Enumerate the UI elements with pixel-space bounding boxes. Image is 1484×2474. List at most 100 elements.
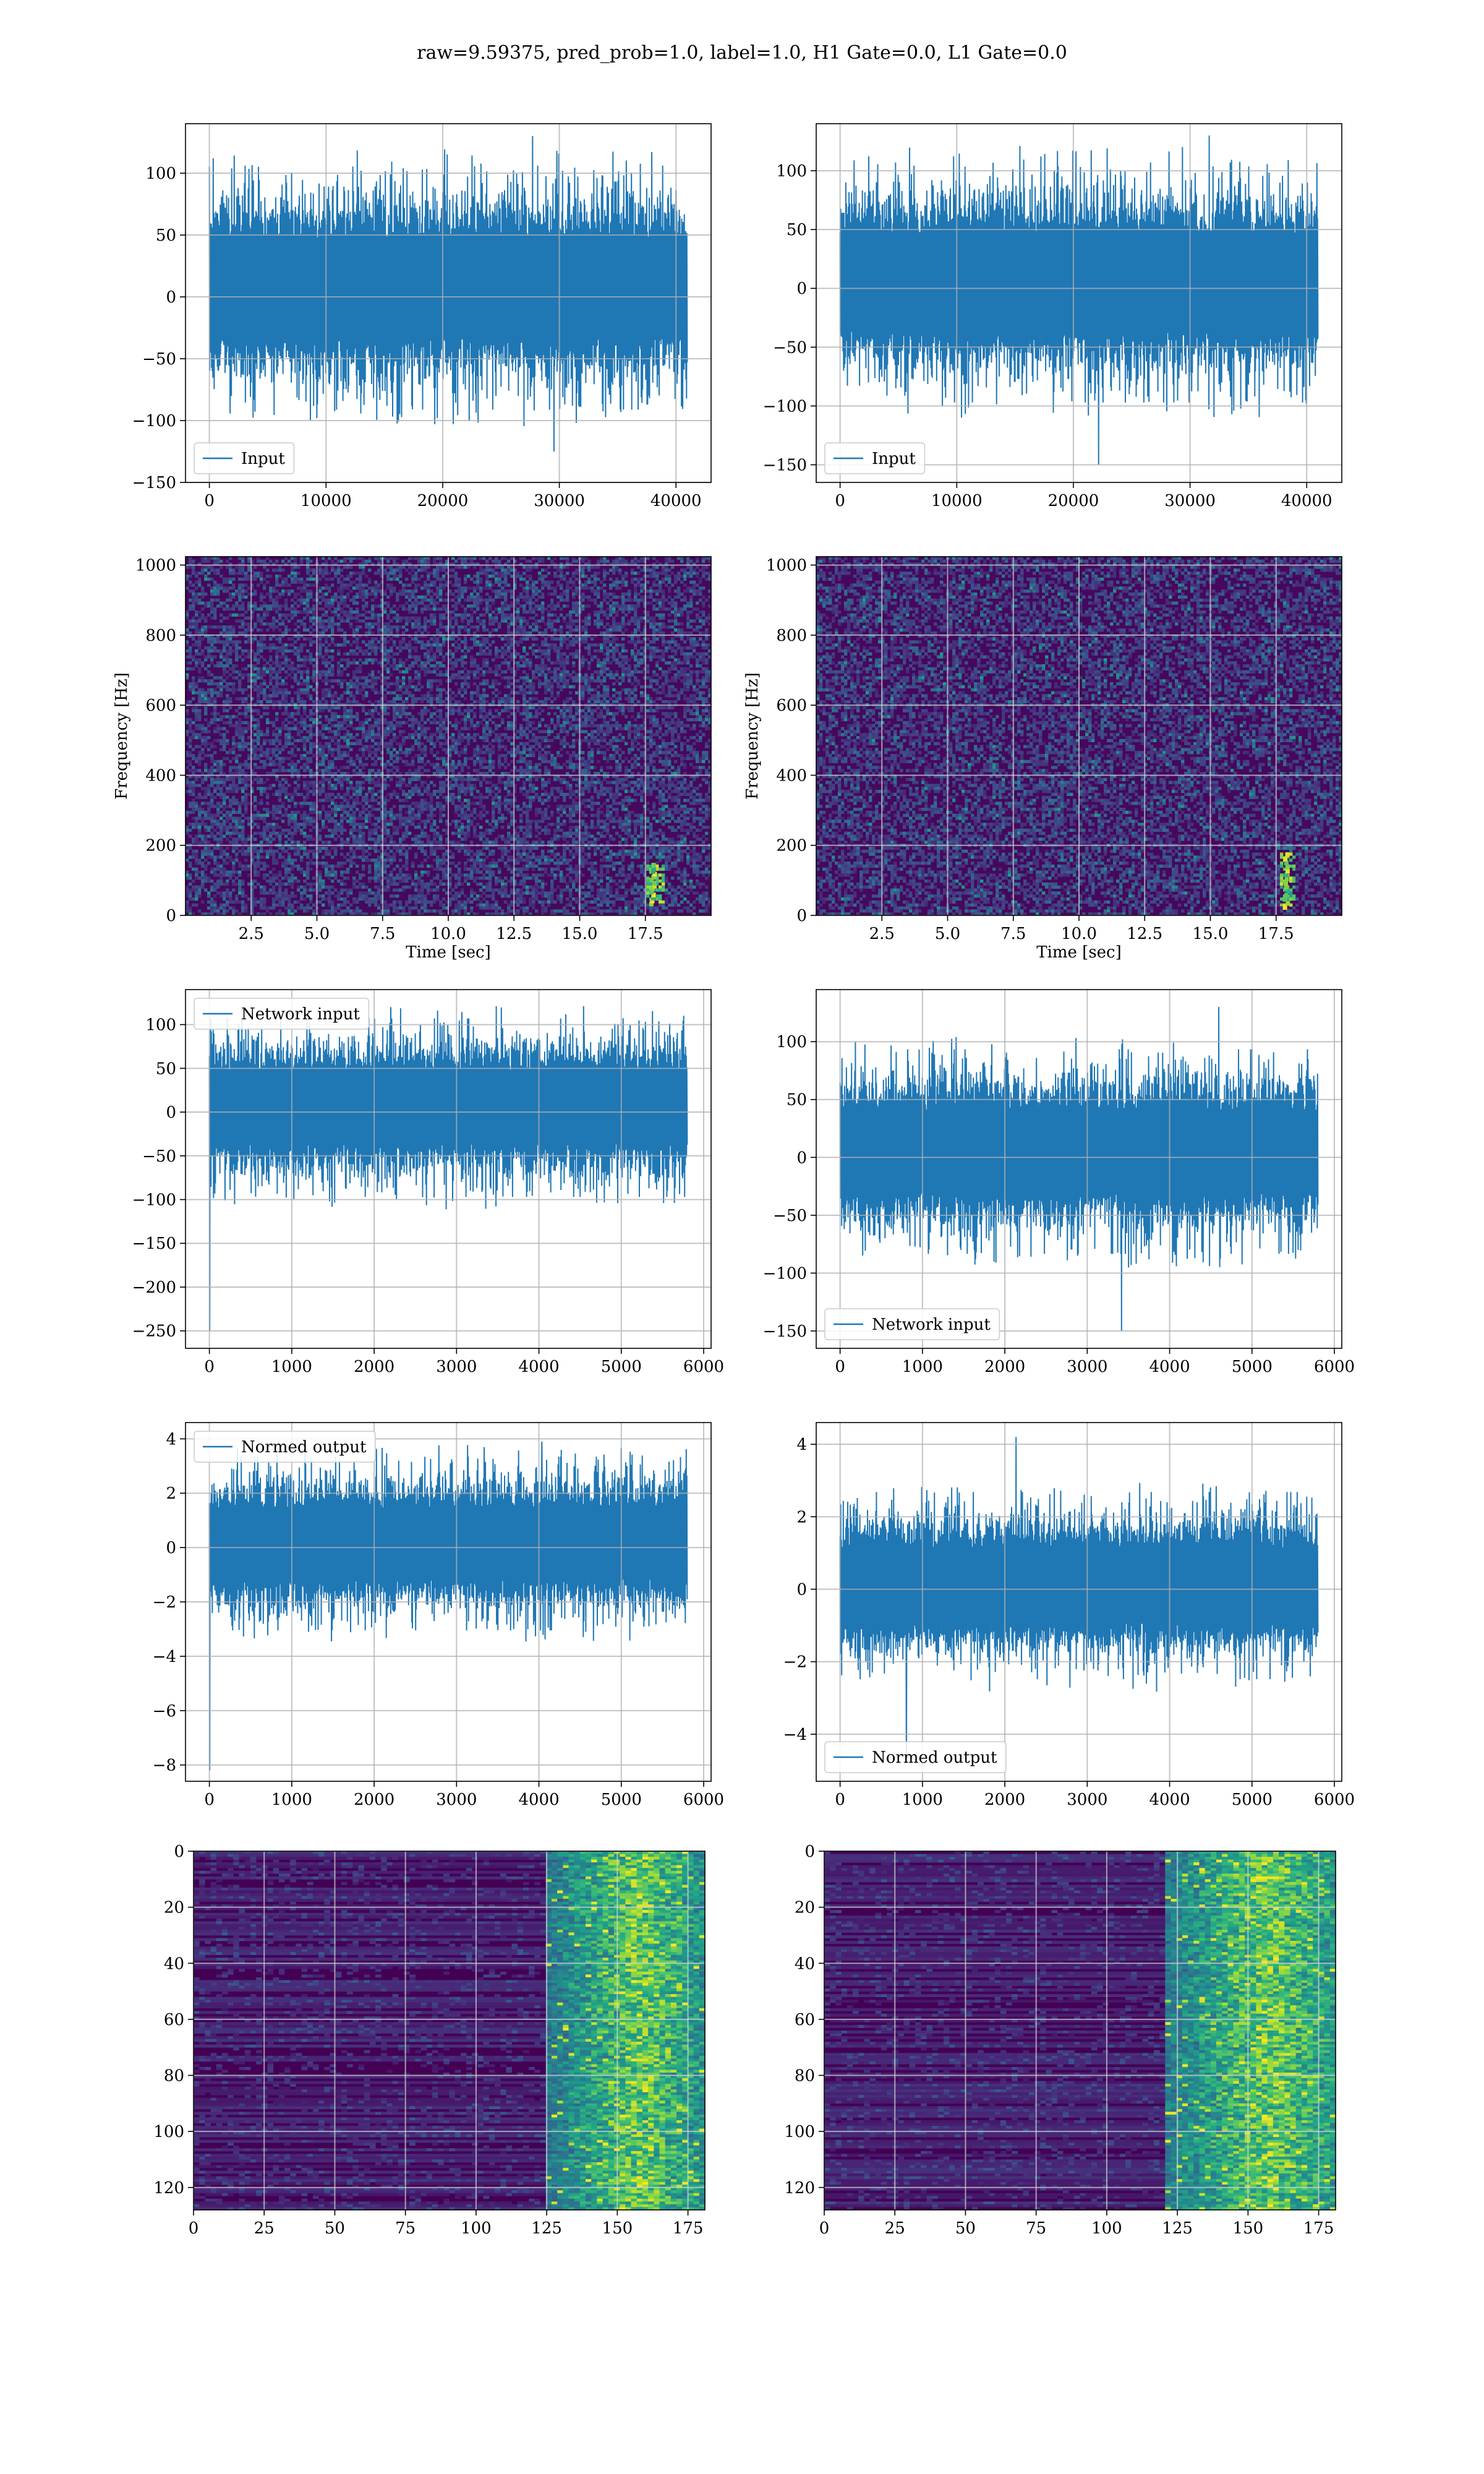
l1-normed-output-xtick-label-1: 1000	[902, 1791, 943, 1809]
l1-normed-output-ytick-label-1: −2	[783, 1653, 807, 1672]
l1-feature-map-cells	[824, 1851, 1336, 2210]
h1-normed-output-legend-box	[194, 1431, 376, 1463]
l1-input-ytick-label-4: 50	[787, 221, 807, 239]
h1-spectrogram-xtick-label-6: 17.5	[628, 925, 663, 943]
l1-spectrogram-ytick-label-3: 600	[776, 696, 807, 715]
l1-network-input-ytick-label-2: −50	[773, 1207, 807, 1225]
l1-normed-output-xtick-label-4: 4000	[1149, 1791, 1190, 1809]
l1-spectrogram-xtick-label-3: 10.0	[1061, 925, 1097, 943]
l1-input-ytick-label-5: 100	[776, 162, 807, 181]
l1-input-ytick-label-3: 0	[796, 280, 807, 298]
l1-network-input-xtick-label-5: 5000	[1232, 1358, 1273, 1376]
l1-network-input-xtick-label-6: 6000	[1314, 1358, 1355, 1376]
h1-spectrogram-chirp-mark-13	[651, 863, 656, 868]
h1-input-ytick-label-2: −50	[142, 350, 176, 369]
h1-input-xtick-label-1: 10000	[301, 492, 352, 510]
h1-feature-map-cells	[194, 1851, 705, 2210]
h1-network-input-ytick-label-1: −200	[132, 1278, 176, 1297]
l1-input-ytick-label-0: −150	[763, 456, 807, 474]
h1-spectrogram-ytick-label-1: 200	[145, 837, 176, 855]
l1-normed-output-legend: Normed output	[824, 1741, 1007, 1773]
l1-normed-output-ytick-label-2: 0	[796, 1580, 807, 1599]
h1-spectrogram-chirp-mark-5	[650, 886, 655, 892]
l1-input-legend-box	[824, 442, 926, 474]
h1-input-axes: 0 10000 20000 30000 40000 −150 −100 −50 0 50 100 In…	[132, 123, 712, 510]
h1-spectrogram-chirp-mark-3	[651, 892, 656, 897]
l1-spectrogram-ytick-label-0: 0	[796, 907, 807, 925]
h1-normed-output-ytick-label-4: 0	[166, 1539, 176, 1557]
l1-spectrogram-ytick-label-1: 200	[776, 837, 807, 855]
l1-feature-map-xtick-label-3: 75	[1026, 2219, 1046, 2238]
h1-spectrogram-xtick-label-5: 15.0	[562, 925, 598, 943]
h1-spectrogram-xtick-label-1: 5.0	[304, 925, 330, 943]
l1-feature-map-ytick-label-6: 120	[784, 2179, 815, 2198]
h1-input-legend-label: Input	[241, 450, 285, 468]
l1-spectrogram-xtick-label-2: 7.5	[1000, 925, 1026, 943]
h1-network-input-frame	[185, 989, 712, 1349]
l1-network-input-ytick-label-5: 100	[776, 1033, 807, 1051]
h1-normed-output-xtick-label-2: 2000	[354, 1791, 394, 1809]
h1-network-input-ytick-label-0: −250	[132, 1322, 176, 1341]
h1-feature-map-frame	[193, 1851, 706, 2211]
l1-spectrogram-xtick-label-1: 5.0	[935, 925, 960, 943]
l1-feature-map-xtick-label-7: 175	[1303, 2219, 1334, 2238]
h1-network-input-xtick-label-3: 3000	[436, 1358, 477, 1376]
h1-network-input-plot-area	[208, 1006, 688, 1331]
h1-network-input-ytick-label-5: 0	[166, 1103, 176, 1122]
l1-spectrogram-xtick-label-5: 15.0	[1193, 925, 1229, 943]
l1-input-axes: 0 10000 20000 30000 40000 −150 −100 −50 0 50 100 In…	[763, 123, 1342, 510]
h1-input-frame	[185, 123, 712, 483]
h1-feature-map-ytick-label-1: 20	[164, 1899, 184, 1917]
h1-feature-map-ytick-label-4: 80	[164, 2067, 184, 2086]
l1-input-frame	[816, 123, 1342, 483]
h1-spectrogram-chirp-mark-2	[650, 895, 655, 901]
h1-feature-map-xtick-label-6: 150	[602, 2219, 633, 2238]
l1-spectrogram-ylabel: Frequency [Hz]	[743, 672, 762, 800]
l1-normed-output-legend-label: Normed output	[872, 1748, 997, 1767]
l1-normed-output-ytick-label-0: −4	[783, 1726, 807, 1744]
h1-network-input-ytick-label-6: 50	[156, 1059, 176, 1078]
l1-network-input-frame	[816, 989, 1342, 1349]
l1-network-input-ytick-label-4: 50	[787, 1091, 807, 1110]
h1-input-plot-area	[208, 135, 688, 452]
l1-feature-map-xtick-label-5: 125	[1162, 2219, 1193, 2238]
l1-normed-output-ytick-label-4: 4	[796, 1436, 807, 1454]
l1-spectrogram-chirp-mark-0	[1282, 905, 1287, 910]
h1-spectrogram-xtick-label-0: 2.5	[239, 925, 264, 943]
l1-network-input-axes: 0 1000 2000 3000 4000 5000 6000 −150 −100 −50 0 50 1…	[763, 989, 1355, 1376]
l1-spectrogram-ytick-label-5: 1000	[766, 557, 807, 575]
h1-network-input-ytick-label-2: −150	[132, 1235, 176, 1253]
h1-spectrogram-xtick-label-4: 12.5	[496, 925, 532, 943]
h1-normed-output-ytick-label-2: −4	[153, 1648, 176, 1666]
h1-feature-map-axes: 0 25 50 75 100 125 150 175 0 20 40 60 80 100 120	[153, 1843, 706, 2238]
h1-normed-output-ytick-label-1: −6	[153, 1702, 176, 1721]
l1-feature-map-ytick-label-0: 0	[804, 1843, 815, 1861]
l1-spectrogram-chirp-mark-9	[1285, 868, 1290, 874]
l1-network-input-plot-area	[839, 1007, 1319, 1331]
l1-input-legend: Input	[824, 442, 926, 474]
h1-spectrogram-chirp-mark-9	[651, 875, 656, 880]
h1-normed-output-ytick-label-6: 4	[166, 1430, 176, 1449]
l1-network-input-xtick-label-4: 4000	[1149, 1358, 1190, 1376]
l1-normed-output-frame	[816, 1422, 1342, 1782]
l1-spectrogram-chirp-mark-12	[1283, 856, 1287, 862]
h1-spectrogram-chirp-mark-10	[652, 871, 657, 877]
h1-normed-output-xtick-label-0: 0	[204, 1791, 215, 1809]
h1-feature-map-xtick-label-3: 75	[395, 2219, 416, 2238]
l1-network-input-xtick-label-0: 0	[835, 1358, 845, 1376]
l1-input-series-line	[839, 135, 1319, 465]
l1-spectrogram-xlabel: Time [sec]	[1036, 943, 1122, 962]
l1-feature-map-xtick-label-0: 0	[819, 2219, 830, 2238]
h1-spectrogram-chirp-mark-4	[649, 889, 654, 895]
l1-spectrogram-xtick-label-6: 17.5	[1258, 925, 1294, 943]
h1-network-input-ytick-label-3: −100	[132, 1191, 176, 1210]
h1-normed-output-legend: Normed output	[194, 1431, 376, 1463]
h1-feature-map-xtick-label-0: 0	[189, 2219, 199, 2238]
l1-network-input-ytick-label-3: 0	[796, 1149, 807, 1167]
l1-normed-output-xtick-label-2: 2000	[984, 1791, 1025, 1809]
h1-normed-output-plot-area	[208, 1441, 688, 1771]
h1-input-ytick-label-0: −150	[132, 474, 176, 492]
l1-input-xtick-label-0: 0	[835, 492, 845, 510]
